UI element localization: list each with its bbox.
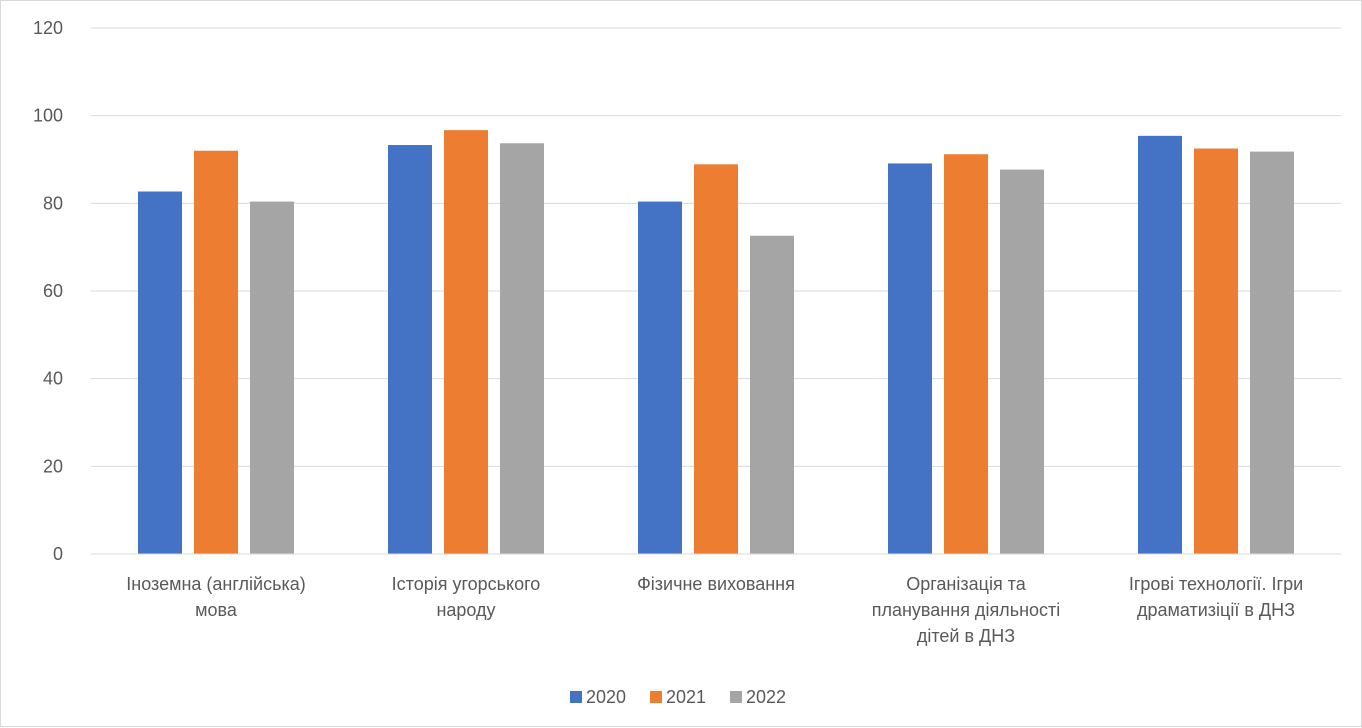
legend-label: 2021 [666,687,706,707]
category-label-line: Історія угорського [392,574,541,594]
bar-2021-3 [694,164,738,555]
category-label: Іноземна (англійська) мова [126,574,305,620]
legend-label: 2022 [746,687,786,707]
bar-2021-1 [194,150,238,554]
bar-2020-4 [888,163,932,554]
legend-swatch-2020 [570,691,582,703]
category-label-line: мова [195,600,238,620]
bar-2021-2 [444,130,488,555]
legend-swatch-2021 [650,691,662,703]
legend: 2020 2021 2022 [570,687,786,707]
category-label-line: Фізичне виховання [637,574,795,594]
category-label: Історія угорського народу [392,574,541,620]
bar-2020-3 [638,201,682,554]
y-tick-label: 0 [53,544,63,564]
bar-2021-4 [944,154,988,555]
y-axis: 0 20 40 60 80 100 120 [33,18,63,564]
bar-2020-2 [388,145,432,554]
y-tick-label: 20 [43,456,63,476]
category-label-line: Організація та [906,574,1026,594]
y-tick-label: 40 [43,369,63,389]
category-label: Організація та планування діяльності дітей… [872,574,1061,646]
bars [138,130,1294,555]
x-axis: Іноземна (англійська) мова Історія угорськ… [91,553,1341,646]
y-tick-label: 120 [33,18,63,38]
legend-swatch-2022 [730,691,742,703]
category-label-line: планування діяльності [872,600,1061,620]
bar-2022-1 [250,201,294,554]
category-label-line: дітей в ДНЗ [917,626,1015,646]
category-label-line: драматизіції в ДНЗ [1137,600,1295,620]
category-label: Фізичне виховання [637,574,795,594]
bar-2020-5 [1138,135,1182,554]
bar-2022-4 [1000,169,1044,554]
bar-2022-5 [1250,151,1294,555]
category-label: Ігрові технології. Ігри драматизіції в ДН… [1129,574,1303,620]
y-tick-label: 100 [33,106,63,126]
category-label-line: Ігрові технології. Ігри [1129,574,1303,594]
bar-2022-2 [500,143,544,554]
category-label-line: Іноземна (англійська) [126,574,305,594]
y-tick-label: 60 [43,281,63,301]
bar-2022-3 [750,235,794,554]
category-label-line: народу [436,600,495,620]
bar-2021-5 [1194,148,1238,554]
legend-label: 2020 [586,687,626,707]
bar-2020-1 [138,191,182,554]
y-tick-label: 80 [43,193,63,213]
